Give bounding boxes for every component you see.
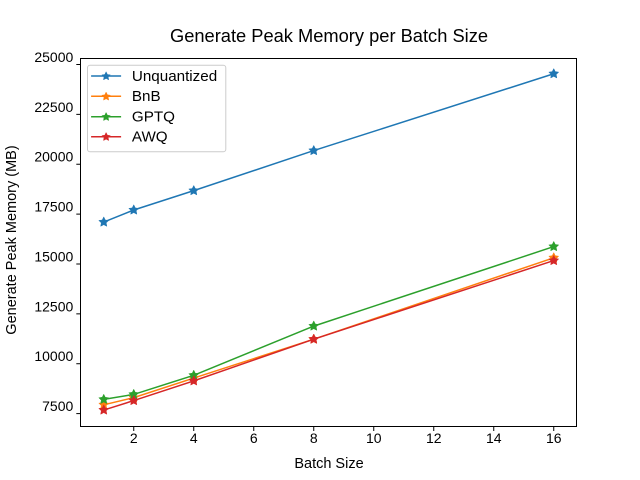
svg-text:Unquantized: Unquantized: [132, 68, 217, 85]
svg-text:Generate Peak Memory (MB): Generate Peak Memory (MB): [4, 145, 20, 334]
svg-text:12: 12: [426, 430, 442, 446]
svg-text:17500: 17500: [34, 199, 73, 215]
svg-text:14: 14: [486, 430, 502, 446]
svg-text:6: 6: [250, 430, 258, 446]
svg-text:AWQ: AWQ: [132, 129, 168, 146]
svg-text:25000: 25000: [34, 49, 73, 65]
svg-text:10: 10: [366, 430, 382, 446]
svg-text:GPTQ: GPTQ: [132, 109, 175, 126]
svg-text:Batch Size: Batch Size: [294, 456, 363, 472]
svg-text:16: 16: [546, 430, 562, 446]
svg-text:Generate Peak Memory per Batch: Generate Peak Memory per Batch Size: [170, 25, 488, 46]
svg-text:8: 8: [310, 430, 318, 446]
svg-text:2: 2: [130, 430, 138, 446]
svg-text:7500: 7500: [42, 398, 73, 414]
svg-text:10000: 10000: [34, 348, 73, 364]
svg-text:20000: 20000: [34, 149, 73, 165]
svg-text:22500: 22500: [34, 99, 73, 115]
svg-text:4: 4: [190, 430, 198, 446]
svg-text:12500: 12500: [34, 298, 73, 314]
svg-text:15000: 15000: [34, 248, 73, 264]
svg-text:BnB: BnB: [132, 88, 161, 105]
